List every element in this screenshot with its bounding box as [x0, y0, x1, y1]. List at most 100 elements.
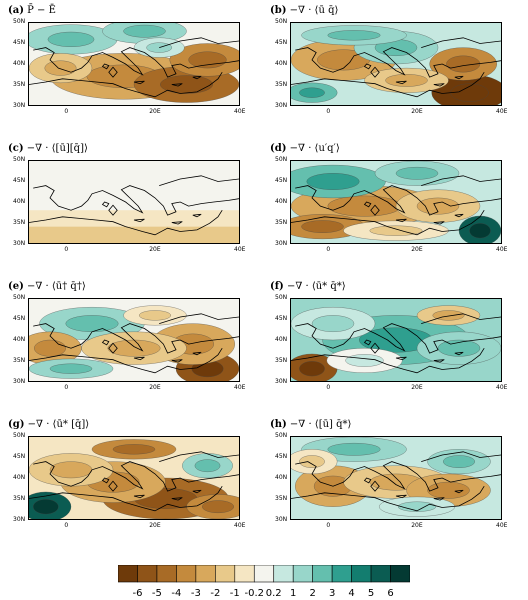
field-contour	[443, 455, 475, 468]
colorbar-swatch	[292, 565, 313, 583]
field-contour	[194, 459, 221, 473]
colorbar-tick-label: 3	[328, 588, 336, 599]
lon-tick-label: 40E	[234, 108, 246, 115]
lat-tick-label: 50N	[13, 432, 26, 439]
coastline	[171, 497, 183, 501]
field-contour	[139, 310, 171, 321]
field-contour	[327, 30, 381, 41]
coastline	[395, 494, 407, 499]
coastline	[171, 221, 183, 225]
lat-tick-label: 35N	[275, 81, 288, 88]
field-contour	[299, 455, 325, 468]
colorbar	[118, 565, 410, 583]
coastline	[454, 351, 464, 356]
coastline	[192, 75, 202, 80]
colorbar-tick-label: -2	[210, 588, 221, 599]
colorbar-tick-label: -6	[132, 588, 143, 599]
coastline	[370, 480, 380, 492]
coastline	[363, 339, 372, 346]
coastline	[29, 209, 223, 236]
coastline	[370, 342, 380, 354]
coastline	[291, 485, 485, 512]
lat-tick-label: 35N	[13, 357, 26, 364]
field-contour	[385, 74, 428, 87]
map-canvas-b	[290, 22, 502, 106]
lon-tick-label: 20E	[411, 384, 423, 391]
coastline	[421, 313, 501, 324]
coastline	[433, 83, 445, 87]
lat-tick-label: 40N	[275, 474, 288, 481]
coastline	[291, 347, 485, 374]
colorbar-tick-label: 2	[309, 588, 316, 599]
field-contour	[188, 51, 227, 69]
colorbar-swatch	[176, 565, 197, 583]
field-contour	[33, 499, 59, 515]
coastline	[370, 204, 380, 216]
field-contour	[427, 481, 470, 499]
colorbar-tick-label: -0.2	[244, 588, 265, 599]
coastline	[295, 47, 501, 78]
coastline	[421, 37, 501, 48]
field-contour	[301, 220, 344, 233]
coastline	[29, 347, 223, 374]
lat-tick-label: 40N	[13, 60, 26, 67]
coastline	[192, 213, 202, 218]
lat-tick-label: 45N	[275, 315, 288, 322]
lon-tick-label: 40E	[496, 522, 508, 529]
panel-letter: (c)	[8, 143, 24, 154]
coastline	[101, 63, 110, 70]
lat-tick-label: 35N	[13, 495, 26, 502]
panel-expression: −∇ · ⟨[ū] q̄*⟩	[286, 419, 352, 430]
lat-tick-label: 45N	[13, 315, 26, 322]
lat-tick-label: 30N	[13, 378, 26, 385]
field-contour	[397, 501, 437, 512]
lon-tick-label: 20E	[411, 246, 423, 253]
coastline	[421, 175, 501, 186]
lon-tick-label: 0	[326, 108, 331, 115]
field-contour	[395, 167, 439, 180]
coastline	[29, 71, 223, 98]
colorbar-swatch	[195, 565, 216, 583]
panel-expression: −∇ · ⟨ū q̄⟩	[286, 5, 339, 16]
lat-tick-label: 30N	[275, 378, 288, 385]
coastline	[108, 66, 118, 78]
lat-tick-label: 45N	[13, 453, 26, 460]
field-contour	[311, 315, 355, 332]
lat-tick-label: 45N	[13, 39, 26, 46]
lon-tick-label: 20E	[149, 246, 161, 253]
lat-tick-label: 45N	[275, 39, 288, 46]
panel-title-h: (h) −∇ · ⟨[ū] q̄*⟩	[270, 419, 351, 430]
coastline	[454, 213, 464, 218]
panel-letter: (d)	[270, 143, 287, 154]
lat-tick-label: 35N	[13, 81, 26, 88]
colorbar-tick-label: -5	[151, 588, 162, 599]
coastline	[395, 356, 407, 361]
lat-tick-label: 50N	[13, 156, 26, 163]
lon-tick-label: 20E	[411, 108, 423, 115]
lat-tick-label: 40N	[13, 336, 26, 343]
coastline	[33, 47, 239, 78]
lat-tick-label: 35N	[275, 495, 288, 502]
coastline	[395, 218, 407, 223]
coastline	[133, 356, 145, 361]
coastline	[433, 221, 445, 225]
panel-expression: −∇ · ⟨ū* q̄*⟩	[283, 281, 346, 292]
lon-tick-label: 20E	[149, 384, 161, 391]
lon-tick-label: 40E	[496, 246, 508, 253]
field-contour	[446, 55, 481, 73]
lat-tick-label: 40N	[275, 198, 288, 205]
colorbar-swatch	[253, 565, 275, 583]
lat-tick-label: 35N	[275, 219, 288, 226]
field-contour	[469, 223, 491, 239]
lat-tick-label: 30N	[13, 516, 26, 523]
colorbar-swatch	[273, 565, 294, 583]
field-contour	[369, 225, 423, 236]
lat-tick-label: 45N	[275, 177, 288, 184]
lon-tick-label: 0	[64, 246, 69, 253]
lon-tick-label: 40E	[234, 522, 246, 529]
colorbar-swatch	[156, 565, 177, 583]
lat-tick-label: 45N	[275, 453, 288, 460]
lon-tick-label: 20E	[411, 522, 423, 529]
field-contour	[160, 75, 213, 94]
map-canvas-a	[28, 22, 240, 106]
